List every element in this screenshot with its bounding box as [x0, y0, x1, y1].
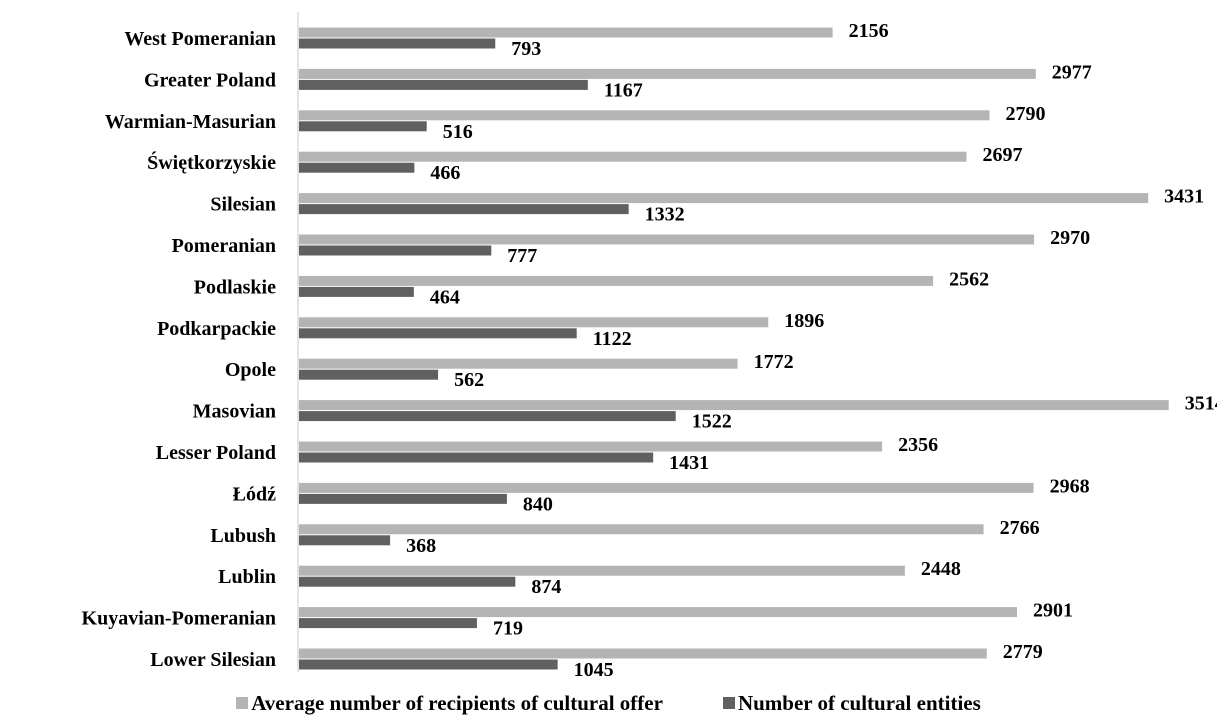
legend-item-entities: Number of cultural entities — [722, 690, 981, 716]
bar-recipients — [299, 151, 967, 162]
category-label: Świętkorzyskie — [147, 150, 276, 174]
bar-recipients — [299, 234, 1035, 245]
bar-entities — [299, 452, 654, 463]
category-label: Podkarpackie — [157, 318, 276, 340]
category-label: Masovian — [193, 401, 276, 423]
value-label-entities: 562 — [454, 369, 484, 391]
legend-label-recipients: Average number of recipients of cultural… — [251, 690, 663, 715]
value-label-recipients: 2156 — [849, 20, 889, 42]
bar-entities — [299, 618, 477, 629]
value-label-entities: 874 — [531, 576, 561, 598]
bar-recipients — [299, 110, 990, 121]
bar-recipients — [299, 607, 1017, 618]
bar-entities — [299, 328, 577, 339]
value-label-recipients: 3514 — [1185, 393, 1217, 415]
bar-recipients — [299, 400, 1169, 411]
bar-entities — [299, 286, 414, 297]
value-label-entities: 1522 — [692, 411, 732, 433]
legend-label-entities: Number of cultural entities — [737, 690, 981, 715]
category-label: Greater Poland — [144, 69, 276, 91]
category-label: West Pomeranian — [124, 28, 276, 50]
bar-recipients — [299, 275, 934, 286]
bar-recipients — [299, 524, 984, 535]
bar-recipients — [299, 648, 987, 659]
value-label-recipients: 2970 — [1050, 227, 1090, 249]
bar-entities — [299, 493, 507, 504]
category-label: Warmian-Masurian — [105, 111, 276, 133]
bar-entities — [299, 121, 427, 132]
value-label-recipients: 1896 — [784, 310, 824, 332]
value-label-recipients: 2779 — [1003, 641, 1043, 663]
value-label-recipients: 2968 — [1050, 475, 1090, 497]
value-label-entities: 466 — [430, 162, 460, 184]
bar-entities — [299, 38, 496, 49]
value-label-entities: 719 — [493, 618, 523, 640]
bar-recipients — [299, 27, 833, 38]
value-label-entities: 1122 — [593, 328, 632, 350]
bar-recipients — [299, 317, 769, 328]
value-label-entities: 1431 — [669, 452, 709, 474]
category-label: Podlaskie — [194, 276, 276, 298]
value-label-entities: 840 — [523, 493, 553, 515]
category-label: Pomeranian — [172, 235, 276, 257]
legend-swatch-recipients — [236, 697, 249, 709]
category-label: Łódź — [233, 483, 276, 505]
bar-recipients — [299, 358, 738, 369]
category-label: Lower Silesian — [150, 649, 276, 671]
bar-recipients — [299, 193, 1149, 204]
category-label: Lesser Poland — [156, 442, 276, 464]
bar-recipients — [299, 441, 883, 452]
category-label: Kuyavian-Pomeranian — [82, 608, 276, 630]
value-label-entities: 1167 — [604, 79, 643, 101]
bar-entities — [299, 411, 676, 422]
value-label-entities: 368 — [406, 535, 436, 557]
bar-entities — [299, 204, 629, 215]
value-label-recipients: 1772 — [754, 351, 794, 373]
value-label-recipients: 2697 — [983, 144, 1023, 166]
bar-entities — [299, 162, 415, 173]
legend-swatch-entities — [722, 697, 735, 709]
bar-entities — [299, 659, 558, 670]
category-label: Lublin — [218, 566, 276, 588]
bar-recipients — [299, 565, 905, 576]
legend: Average number of recipients of cultural… — [0, 688, 1217, 718]
value-label-recipients: 2356 — [898, 434, 938, 456]
value-label-recipients: 3431 — [1164, 186, 1204, 208]
value-label-entities: 516 — [443, 121, 473, 143]
value-label-recipients: 2977 — [1052, 61, 1092, 83]
category-label: Silesian — [210, 194, 276, 216]
value-label-entities: 1332 — [645, 204, 685, 226]
bar-entities — [299, 535, 391, 546]
value-label-entities: 464 — [430, 286, 460, 308]
value-label-recipients: 2766 — [1000, 517, 1040, 539]
legend-item-recipients: Average number of recipients of cultural… — [236, 691, 663, 716]
value-label-entities: 777 — [507, 245, 537, 267]
bar-entities — [299, 369, 439, 380]
bar-recipients — [299, 482, 1034, 493]
value-label-recipients: 2562 — [949, 268, 989, 290]
category-label: Lubush — [210, 525, 276, 547]
bar-entities — [299, 576, 516, 587]
value-label-recipients: 2790 — [1006, 103, 1046, 125]
bar-chart: West Pomeranian 2156 793 Greater Poland 2977… — [82, 12, 1217, 681]
value-label-recipients: 2901 — [1033, 600, 1073, 622]
bar-entities — [299, 79, 588, 90]
value-label-entities: 793 — [511, 38, 541, 60]
category-label: Opole — [225, 359, 276, 381]
value-label-recipients: 2448 — [921, 558, 961, 580]
bar-recipients — [299, 68, 1036, 79]
value-label-entities: 1045 — [574, 659, 614, 681]
bar-entities — [299, 245, 492, 256]
